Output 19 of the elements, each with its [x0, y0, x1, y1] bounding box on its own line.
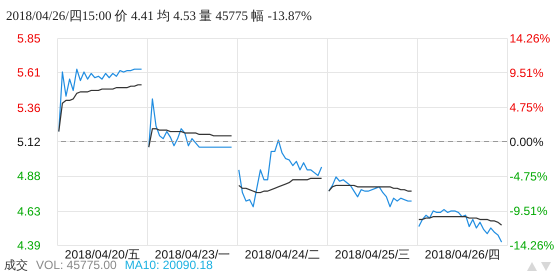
y2-tick-label: 9.51% — [510, 66, 544, 80]
y2-tick-label: -4.75% — [510, 169, 548, 184]
y-tick-label: 5.61 — [17, 66, 41, 80]
y-tick-label: 4.39 — [17, 238, 41, 252]
x-tick-label: 2018/04/24/二 — [244, 248, 320, 262]
y-tick-label: 4.63 — [17, 204, 41, 218]
y2-tick-label: 0.00% — [510, 135, 544, 149]
y-tick-label: 5.36 — [17, 100, 41, 115]
y2-tick-label: -9.51% — [510, 204, 548, 218]
x-tick-label: 2018/04/25/三 — [334, 248, 410, 262]
y2-tick-label: 14.26% — [510, 32, 551, 46]
text: 成交 — [4, 258, 28, 272]
y-tick-label: 5.12 — [17, 135, 41, 149]
y-tick-label: 5.85 — [17, 32, 41, 46]
y-tick-label: 4.88 — [17, 169, 41, 184]
text: 2018/04/26/四15:00 价 4.41 均 4.53 量 45775 幅 -13.87% — [6, 7, 312, 25]
y2-tick-label: -14.26% — [510, 238, 554, 252]
y2-tick-label: 4.75% — [510, 100, 544, 115]
x-tick-label: 2018/04/26/四 — [424, 248, 500, 262]
